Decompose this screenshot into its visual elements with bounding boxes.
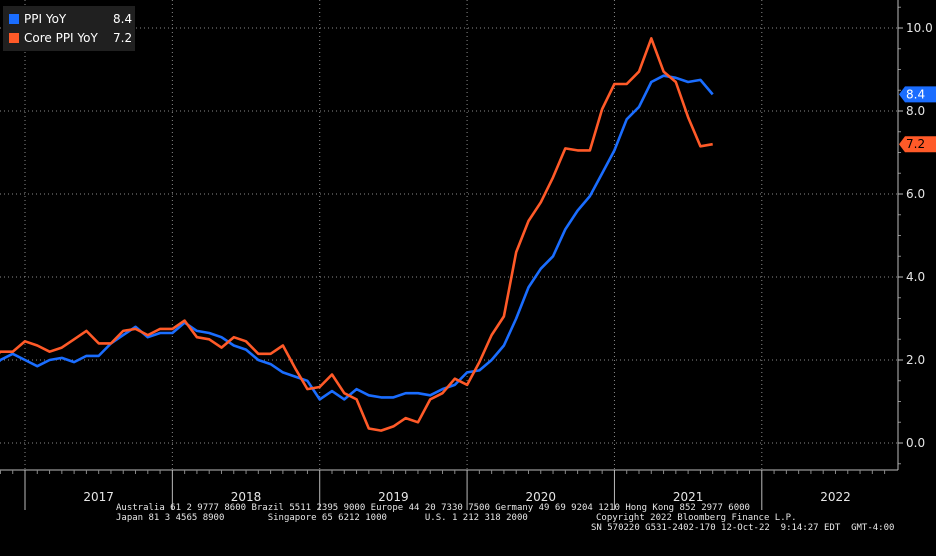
legend-item-ppi: PPI YoY 8.4 xyxy=(9,10,132,28)
ytick-label-2.0: 2.0 xyxy=(906,353,925,367)
xtick-label-2020: 2020 xyxy=(525,490,556,504)
xtick-label-2021: 2021 xyxy=(673,490,704,504)
grid-lines xyxy=(0,0,898,470)
xtick-label-2017: 2017 xyxy=(83,490,114,504)
footer-line-3: SN 570220 G531-2402-170 12-Oct-22 9:14:2… xyxy=(591,523,895,533)
series-lines xyxy=(0,37,714,432)
xtick-label-2022: 2022 xyxy=(820,490,851,504)
ytick-label-6.0: 6.0 xyxy=(906,187,925,201)
ytick-label-4.0: 4.0 xyxy=(906,270,925,284)
ytick-label-10.0: 10.0 xyxy=(906,21,933,35)
footer-line-1: Australia 61 2 9777 8600 Brazil 5511 239… xyxy=(116,503,750,513)
xtick-label-2019: 2019 xyxy=(378,490,409,504)
ytick-label-8.0: 8.0 xyxy=(906,104,925,118)
legend-item-core-ppi: Core PPI YoY 7.2 xyxy=(9,29,132,47)
legend-label-core-ppi: Core PPI YoY xyxy=(24,31,98,45)
legend-swatch-core-ppi xyxy=(9,33,19,43)
xtick-label-2018: 2018 xyxy=(231,490,262,504)
legend: PPI YoY 8.4 Core PPI YoY 7.2 xyxy=(3,6,135,51)
legend-label-ppi: PPI YoY xyxy=(24,12,67,26)
legend-swatch-ppi xyxy=(9,14,19,24)
legend-value-ppi: 8.4 xyxy=(113,12,133,26)
last-value-label-ppi: 8.4 xyxy=(906,87,925,101)
footer-line-2-left: Japan 81 3 4565 8900 Singapore 65 6212 1… xyxy=(116,513,528,523)
last-value-tag-ppi xyxy=(899,86,936,103)
series-line-core-ppi xyxy=(0,37,713,432)
last-value-tags: 8.4 7.2 xyxy=(899,86,936,153)
last-value-label-core-ppi: 7.2 xyxy=(906,137,925,151)
last-value-tag-core-ppi xyxy=(899,136,936,153)
y-axis: 0.0 2.0 4.0 6.0 8.0 10.0 xyxy=(897,0,933,470)
legend-value-core-ppi: 7.2 xyxy=(113,31,133,45)
x-axis: 2017 2018 2019 2020 2021 2022 xyxy=(0,469,898,510)
ytick-label-0.0: 0.0 xyxy=(906,436,925,450)
footer-copyright: Copyright 2022 Bloomberg Finance L.P. xyxy=(596,513,797,523)
series-line-ppi xyxy=(0,74,714,401)
